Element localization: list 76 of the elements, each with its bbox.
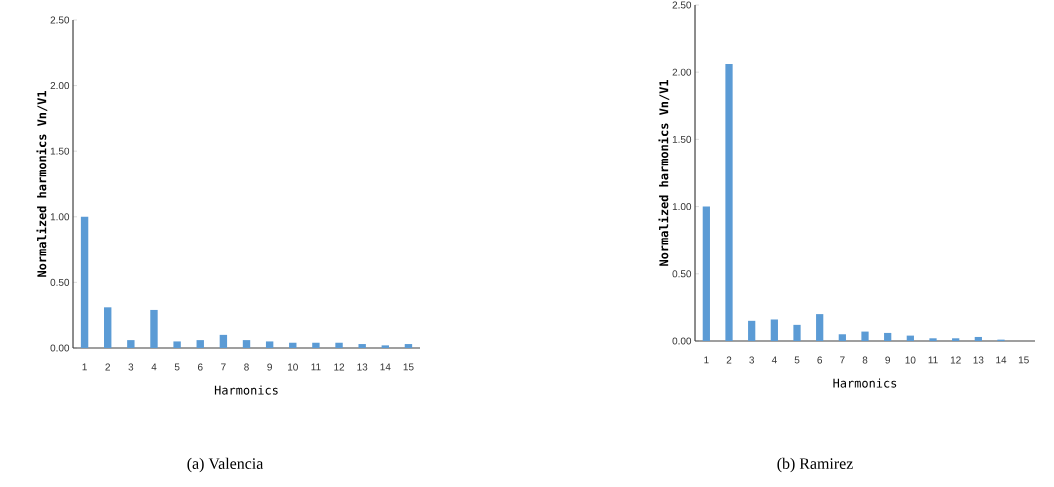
- x-tick-label: 8: [244, 363, 249, 371]
- y-tick-label: 1.00: [672, 203, 692, 211]
- text: (b) Ramirez: [777, 457, 853, 473]
- bar: [952, 338, 960, 341]
- bar: [748, 320, 756, 341]
- bar: [906, 335, 914, 341]
- y-tick-label: 1.50: [672, 135, 692, 143]
- y-tick-label: 0.50: [672, 270, 692, 278]
- bar: [242, 340, 251, 348]
- bar: [358, 344, 366, 348]
- text: (a) Valencia: [187, 457, 264, 473]
- bar: [150, 309, 158, 348]
- x-tick-label: 11: [311, 363, 321, 371]
- x-tick-label: 3: [749, 356, 755, 364]
- y-tick-label: 0.50: [50, 278, 70, 286]
- bar: [838, 334, 846, 341]
- x-tick-label: 14: [380, 363, 391, 371]
- x-tick-label: 7: [840, 356, 845, 364]
- x-tick-label: 3: [128, 363, 134, 371]
- x-tick-label: 10: [288, 363, 298, 371]
- x-tick-label: 4: [771, 356, 777, 364]
- x-tick-label: 11: [928, 356, 938, 364]
- x-tick-label: 8: [862, 356, 868, 364]
- y-axis-title: Normalized harmonics Vn/V1: [36, 91, 48, 277]
- bar: [335, 342, 343, 348]
- bar: [793, 324, 801, 341]
- bar: [80, 216, 89, 348]
- bar: [702, 206, 710, 341]
- bar: [725, 64, 733, 341]
- x-tick-label: 13: [973, 356, 984, 364]
- x-axis-title: Harmonics: [214, 385, 278, 395]
- x-axis-title: Harmonics: [833, 378, 897, 388]
- bar: [770, 319, 778, 341]
- x-tick-label: 9: [885, 356, 890, 364]
- x-tick-label: 9: [267, 363, 272, 371]
- bar: [127, 340, 135, 348]
- y-tick-label: 2.00: [672, 68, 692, 76]
- x-tick-label: 2: [726, 356, 732, 364]
- x-tick-label: 4: [151, 363, 157, 371]
- y-tick-label: 0.00: [50, 344, 70, 352]
- bar: [173, 341, 181, 348]
- bar: [974, 336, 982, 341]
- x-tick-label: 5: [794, 356, 800, 364]
- bar: [289, 342, 297, 348]
- x-tick-label: 14: [996, 356, 1007, 364]
- y-tick-label: 1.50: [50, 147, 70, 155]
- x-tick-label: 15: [1018, 356, 1029, 364]
- bar: [861, 331, 869, 341]
- x-tick-label: 12: [950, 356, 961, 364]
- x-tick-label: 6: [197, 363, 203, 371]
- y-tick-label: 2.50: [672, 1, 692, 9]
- bar: [884, 332, 892, 341]
- y-tick-label: 1.00: [50, 213, 70, 221]
- x-tick-label: 6: [817, 356, 823, 364]
- bar: [404, 344, 413, 348]
- x-tick-label: 5: [174, 363, 180, 371]
- x-tick-label: 7: [221, 363, 226, 371]
- bar: [381, 345, 390, 348]
- bar: [219, 334, 228, 348]
- bar: [104, 307, 112, 348]
- x-tick-label: 12: [334, 363, 345, 371]
- y-tick-label: 2.00: [50, 82, 70, 90]
- bar: [196, 340, 204, 348]
- x-tick-label: 1: [82, 363, 87, 371]
- x-tick-label: 15: [403, 363, 414, 371]
- y-tick-label: 2.50: [50, 16, 70, 24]
- bar: [312, 342, 320, 348]
- y-axis-title: Normalized harmonics Vn/V1: [658, 80, 670, 266]
- x-tick-label: 2: [105, 363, 110, 371]
- bar: [265, 341, 274, 348]
- x-tick-label: 1: [704, 356, 709, 364]
- y-tick-label: 0.00: [672, 337, 692, 345]
- bar: [816, 314, 824, 341]
- bar: [929, 338, 937, 341]
- x-tick-label: 10: [905, 356, 916, 364]
- x-tick-label: 13: [357, 363, 368, 371]
